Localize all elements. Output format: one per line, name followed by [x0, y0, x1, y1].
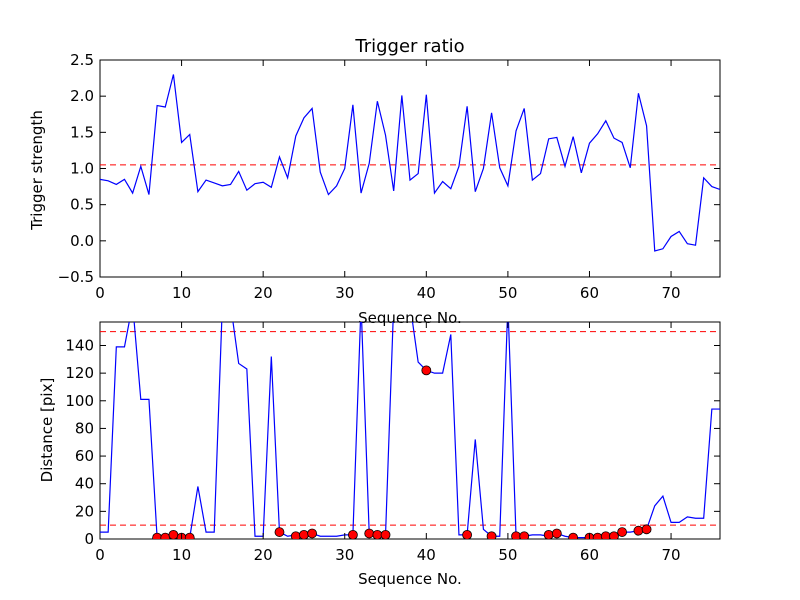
data-point: [364, 528, 375, 539]
axis-ticks: [99, 59, 720, 278]
y-tick-label: 0.0: [70, 232, 94, 250]
x-tick-label: 10: [172, 546, 191, 564]
clipped-marks: [100, 74, 720, 252]
data-point: [347, 529, 358, 539]
chart-title: Trigger ratio: [354, 36, 464, 57]
data-point: [568, 532, 579, 539]
y-tick-label: 2.5: [70, 51, 94, 69]
x-tick-label: 70: [662, 284, 681, 302]
y-tick-label: −0.5: [58, 268, 94, 286]
data-point: [551, 528, 562, 539]
data-point: [421, 365, 432, 376]
x-tick-label: 0: [95, 284, 105, 302]
data-point: [380, 529, 391, 539]
data-point: [617, 527, 628, 537]
y-tick-labels: −0.5 0.0 0.5 1.0 1.5 2.0 2.5: [58, 51, 94, 286]
data-point: [168, 529, 179, 539]
x-axis-label: Sequence No.: [358, 309, 462, 327]
data-point: [486, 531, 497, 539]
data-marks: [100, 322, 720, 539]
y-tick-label: 1.0: [70, 160, 94, 178]
data-point: [641, 524, 652, 535]
x-tick-label: 20: [254, 284, 273, 302]
x-tick-label: 60: [580, 284, 599, 302]
x-tick-label: 50: [498, 284, 517, 302]
x-tick-label: 30: [335, 284, 354, 302]
data-point: [274, 527, 285, 537]
data-point: [372, 529, 383, 539]
x-tick-label: 70: [662, 546, 681, 564]
data-marks: [100, 74, 720, 252]
x-tick-label: 20: [254, 546, 273, 564]
clipped-marks: [100, 322, 720, 539]
data-point: [519, 531, 530, 539]
y-tick-labels: 0 20 40 60 80 100 120 140: [65, 336, 94, 548]
data-point: [609, 531, 619, 539]
x-tick-label: 40: [417, 546, 436, 564]
y-tick-label: 80: [75, 419, 94, 437]
series-line: [100, 74, 720, 252]
data-point: [633, 525, 644, 536]
axis-ticks: [99, 322, 720, 540]
axes-frame: [99, 321, 721, 540]
trigger-ratio-chart: Trigger ratio 0 10 20 30 40 50 60 70 −0.5 0.0 0.5…: [28, 36, 721, 327]
y-tick-label: 60: [75, 447, 94, 465]
y-tick-label: 140: [65, 336, 94, 354]
distance-chart: 0 10 20 30 40 50 60 70 0 20 40 60 80 100 120 140 Seque…: [38, 321, 721, 588]
x-tick-labels: 0 10 20 30 40 50 60 70: [95, 284, 680, 302]
x-tick-label: 40: [417, 284, 436, 302]
x-tick-label: 0: [95, 546, 105, 564]
y-tick-label: 2.0: [70, 87, 94, 105]
y-tick-label: 100: [65, 392, 94, 410]
data-point: [184, 532, 195, 539]
data-point: [462, 529, 473, 539]
y-tick-label: 1.5: [70, 123, 94, 141]
y-tick-label: 20: [75, 502, 94, 520]
x-axis-label: Sequence No.: [358, 570, 462, 588]
data-point: [543, 529, 554, 539]
x-tick-label: 30: [335, 546, 354, 564]
data-point: [307, 528, 318, 539]
y-tick-label: 40: [75, 475, 94, 493]
y-axis-label: Trigger strength: [28, 110, 46, 231]
y-axis-label: Distance [pix]: [38, 378, 56, 483]
x-tick-label: 10: [172, 284, 191, 302]
x-tick-label: 60: [580, 546, 599, 564]
x-tick-labels: 0 10 20 30 40 50 60 70: [95, 546, 680, 564]
y-tick-label: 120: [65, 364, 94, 382]
y-tick-label: 0: [84, 530, 94, 548]
data-point: [299, 529, 309, 539]
x-tick-label: 50: [498, 546, 517, 564]
plot-area: [99, 321, 721, 540]
y-tick-label: 0.5: [70, 196, 94, 214]
